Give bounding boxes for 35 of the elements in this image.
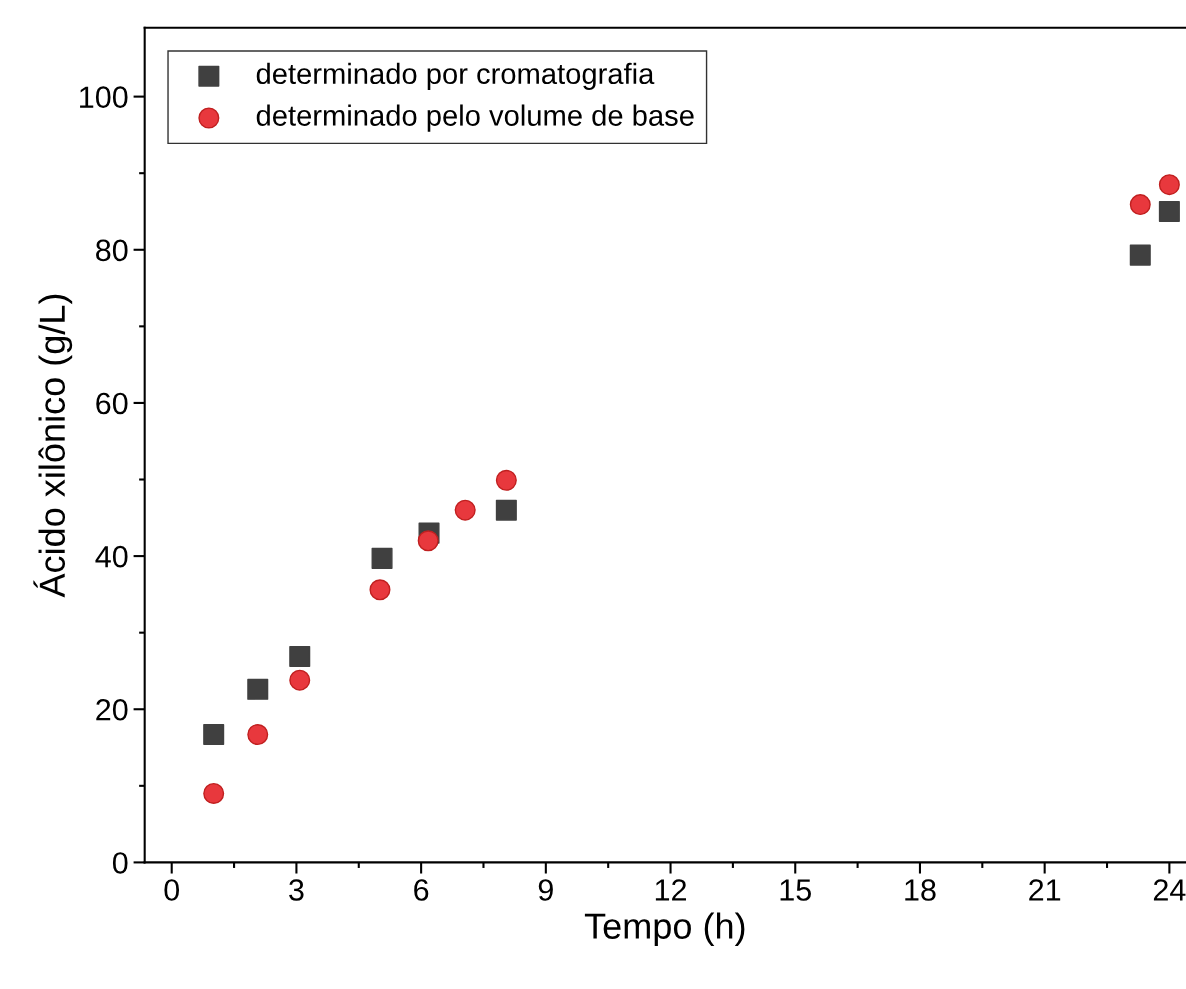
y-tick-label: 100 xyxy=(80,86,128,108)
point xyxy=(454,499,476,521)
x-tick-label: 0 xyxy=(164,879,180,901)
legend-label: determinado pelo volume de base xyxy=(256,104,694,132)
x-tick-label: 24 xyxy=(1153,879,1186,901)
point xyxy=(203,782,225,805)
x-tick-label: 12 xyxy=(655,879,686,901)
point xyxy=(247,724,269,746)
point xyxy=(369,579,391,601)
point xyxy=(289,669,311,691)
point xyxy=(1129,194,1151,216)
point xyxy=(1158,174,1180,196)
y-axis-title: Ácido xilônico (g/L) xyxy=(33,294,73,598)
x-tick-label: 18 xyxy=(905,879,936,901)
legend-label: determinado por cromatografia xyxy=(256,62,655,90)
y-tick-label: 40 xyxy=(95,545,128,568)
point xyxy=(495,469,517,491)
x-tick-label: 6 xyxy=(414,879,429,901)
point xyxy=(1129,244,1151,266)
point xyxy=(417,530,439,552)
point xyxy=(289,645,311,667)
y-tick-label: 0 xyxy=(112,852,128,874)
x-tick-label: 15 xyxy=(780,879,811,901)
x-axis-title: Tempo (h) xyxy=(584,912,745,947)
point xyxy=(203,724,225,746)
x-tick-label: 21 xyxy=(1029,879,1061,901)
x-tick-label: 9 xyxy=(538,879,553,901)
point xyxy=(495,499,517,521)
point xyxy=(1158,200,1180,222)
point xyxy=(247,678,269,700)
y-tick-label: 20 xyxy=(96,698,128,721)
x-tick-label: 3 xyxy=(289,879,304,901)
y-tick-label: 60 xyxy=(96,392,128,415)
y-tick-label: 80 xyxy=(96,239,128,262)
point xyxy=(371,547,393,569)
